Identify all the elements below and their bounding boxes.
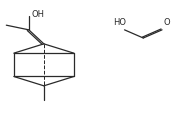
Text: HO: HO xyxy=(113,18,126,27)
Text: OH: OH xyxy=(32,10,45,19)
Text: O: O xyxy=(163,18,170,27)
